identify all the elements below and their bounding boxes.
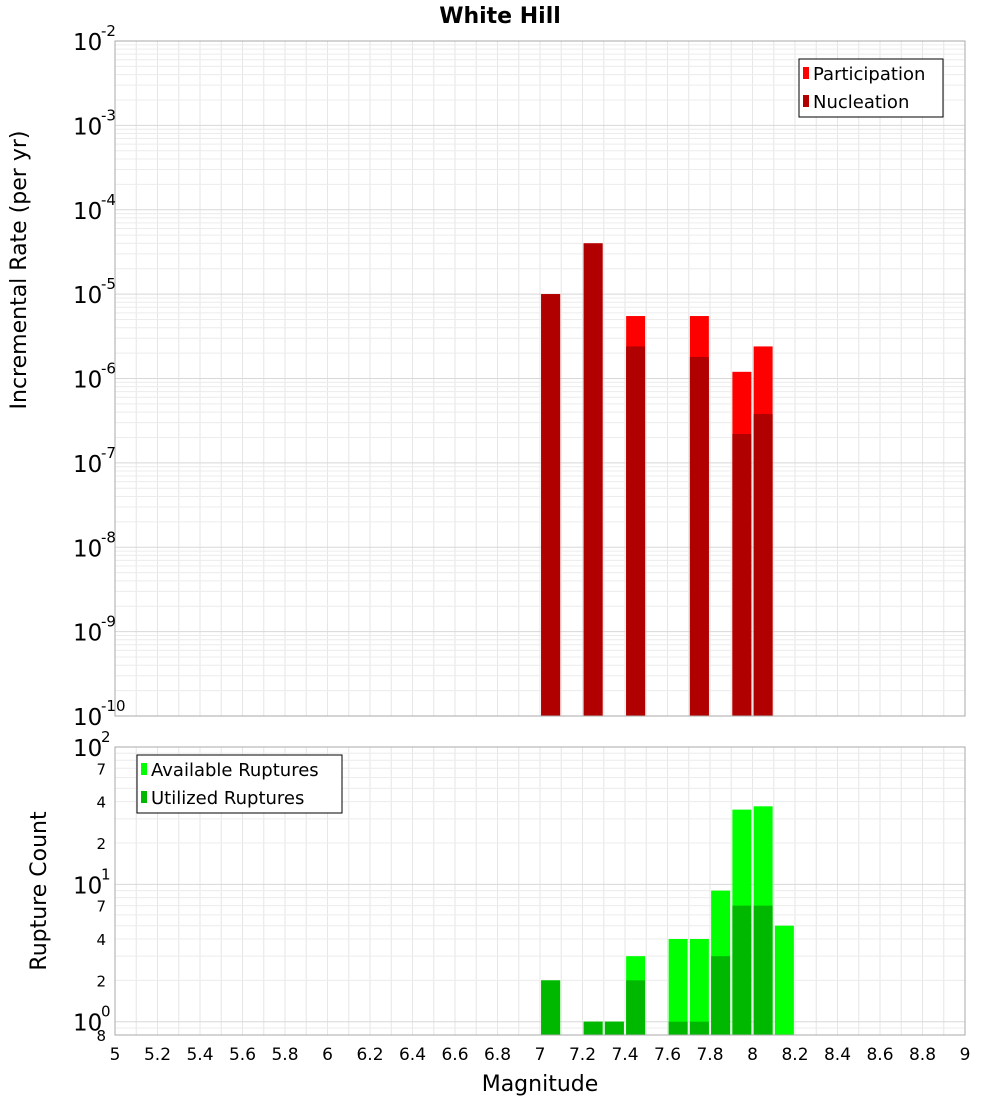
top-panel: 10-210-310-410-510-610-710-810-910-10Inc… [7, 22, 966, 731]
x-tick-label: 6 [322, 1045, 333, 1065]
y-tick-exponent: -8 [101, 528, 116, 546]
y-tick-label: 10 [73, 199, 102, 225]
bar-utilized-ruptures [753, 905, 773, 1035]
y-tick-label: 10 [73, 873, 102, 899]
bar-nucleation [732, 433, 752, 716]
x-axis-label: Magnitude [482, 1072, 599, 1097]
y-tick-label: 10 [73, 621, 102, 647]
y-tick-label: 10 [73, 1011, 102, 1037]
x-tick-label: 5.4 [186, 1045, 213, 1065]
x-tick-label: 7 [535, 1045, 546, 1065]
bar-utilized-ruptures [711, 956, 731, 1035]
x-tick-label: 5.2 [144, 1045, 171, 1065]
bar-utilized-ruptures [604, 1021, 624, 1035]
bar-utilized-ruptures [583, 1021, 603, 1035]
plot-border [114, 40, 966, 717]
x-axis: 5 5.2 5.4 5.6 5.8 6 6.2 6.4 6.6 6.8 7 7.2 7.4 7.6 7.8 8… [110, 1045, 971, 1065]
y-tick-label: 10 [73, 452, 102, 478]
y-tick-exponent: 0 [101, 1003, 111, 1021]
legend-swatch [141, 763, 147, 775]
y-tick-exponent: -6 [101, 360, 116, 378]
y-tick-exponent: -4 [101, 191, 116, 209]
y-tick-label: 10 [73, 368, 102, 394]
x-tick-label: 7.6 [654, 1045, 681, 1065]
bar-nucleation [583, 243, 603, 717]
y-tick-exponent: -10 [101, 697, 126, 715]
legend: Participation Nucleation [798, 58, 944, 118]
legend-label: Utilized Ruptures [151, 788, 304, 809]
x-tick-label: 5.8 [271, 1045, 298, 1065]
y-minor-tick-label: 2 [96, 835, 106, 853]
x-tick-label: 8.8 [909, 1045, 936, 1065]
x-tick-label: 8.4 [824, 1045, 851, 1065]
y-tick-label: 10 [73, 30, 102, 56]
x-tick-label: 6.8 [484, 1045, 511, 1065]
bar-utilized-ruptures [541, 980, 561, 1035]
bar-utilized-ruptures [626, 980, 646, 1035]
x-tick-label: 7.4 [611, 1045, 638, 1065]
y-minor-tick-label: 7 [96, 760, 106, 778]
bar-utilized-ruptures [689, 1021, 709, 1035]
bar-nucleation [753, 413, 773, 716]
bar-available-ruptures [668, 939, 688, 1035]
y-tick-exponent: -2 [101, 22, 116, 40]
legend-label: Participation [813, 64, 925, 85]
legend-swatch [803, 67, 809, 79]
y-tick-label: 10 [73, 705, 102, 731]
x-tick-label: 7.8 [696, 1045, 723, 1065]
x-tick-label: 8.2 [781, 1045, 808, 1065]
chart-title: White Hill [439, 4, 561, 29]
bar-utilized-ruptures [732, 905, 752, 1035]
x-tick-label: 5.6 [229, 1045, 256, 1065]
x-tick-label: 8 [747, 1045, 758, 1065]
x-tick-label: 6.6 [441, 1045, 468, 1065]
y-tick-label: 10 [73, 736, 102, 762]
y-tick-exponent: 1 [101, 865, 111, 883]
legend-label: Nucleation [813, 92, 909, 113]
x-tick-label: 6.4 [399, 1045, 426, 1065]
y-minor-tick-label: 4 [96, 794, 106, 812]
y-minor-tick-label: 2 [96, 972, 106, 990]
legend-box [798, 58, 944, 118]
x-tick-label: 9 [960, 1045, 971, 1065]
y-axis-label: Incremental Rate (per yr) [7, 131, 32, 410]
y-tick-label: 10 [73, 114, 102, 140]
y-tick-label: 10 [73, 536, 102, 562]
x-tick-label: 7.2 [569, 1045, 596, 1065]
y-minor-tick-label: 7 [96, 898, 106, 916]
y-tick-exponent: 2 [101, 728, 111, 746]
bar-available-ruptures [774, 925, 794, 1035]
legend-box [136, 754, 343, 814]
y-tick-exponent: -7 [101, 444, 116, 462]
legend-swatch [803, 95, 809, 107]
y-minor-tick-label: 8 [96, 1027, 106, 1045]
y-tick-exponent: -9 [101, 613, 116, 631]
y-tick-exponent: -3 [101, 106, 116, 124]
bar-utilized-ruptures [668, 1021, 688, 1035]
y-tick-label: 10 [73, 283, 102, 309]
grid [114, 41, 966, 717]
legend: Available Ruptures Utilized Ruptures [136, 754, 343, 814]
y-tick-exponent: -5 [101, 275, 116, 293]
x-tick-label: 6.2 [356, 1045, 383, 1065]
bar-nucleation [689, 356, 709, 716]
legend-swatch [141, 791, 147, 803]
y-axis-label: Rupture Count [27, 811, 52, 971]
legend-label: Available Ruptures [151, 760, 319, 781]
bar-available-ruptures [689, 939, 709, 1035]
x-tick-label: 8.6 [866, 1045, 893, 1065]
bar-nucleation [541, 294, 561, 716]
x-tick-label: 5 [110, 1045, 121, 1065]
plot-border [114, 746, 966, 1036]
y-minor-tick-label: 4 [96, 931, 106, 949]
bar-nucleation [626, 346, 646, 716]
